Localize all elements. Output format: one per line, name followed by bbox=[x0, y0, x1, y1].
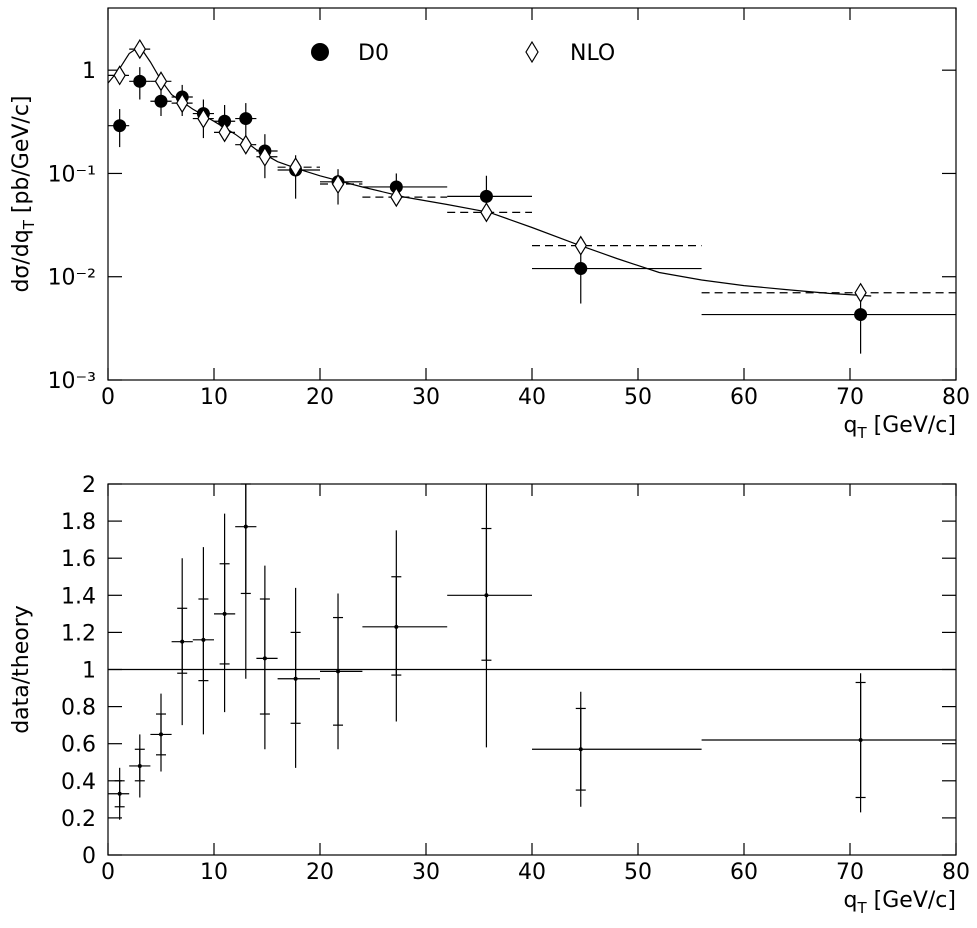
y-tick-label: 2 bbox=[82, 473, 96, 498]
y-tick-label: 1 bbox=[82, 659, 96, 684]
legend-marker bbox=[311, 43, 329, 61]
data-point bbox=[154, 94, 168, 108]
y-tick-label: 1 bbox=[82, 59, 96, 84]
axis-label-part: dσ/dq bbox=[9, 229, 34, 292]
axis-label: qT [GeV/c] bbox=[844, 888, 956, 917]
data-point bbox=[390, 186, 403, 208]
data-point bbox=[858, 737, 863, 742]
data-point bbox=[137, 763, 142, 768]
data-point bbox=[175, 92, 189, 114]
x-tick-label: 60 bbox=[730, 385, 758, 410]
data-point bbox=[389, 180, 403, 194]
data-point bbox=[180, 639, 185, 644]
data-point bbox=[239, 134, 253, 155]
y-tick-label: 1.4 bbox=[61, 584, 96, 609]
y-tick-label: 0 bbox=[82, 844, 96, 869]
data-point bbox=[289, 157, 302, 178]
data-point bbox=[113, 65, 126, 86]
data-point bbox=[578, 747, 583, 752]
x-tick-label: 0 bbox=[101, 860, 115, 885]
x-tick-label: 50 bbox=[624, 385, 652, 410]
x-tick-label: 30 bbox=[412, 385, 440, 410]
data-point bbox=[293, 676, 298, 681]
data-point bbox=[574, 262, 588, 276]
axis-label-subscript: T bbox=[857, 424, 868, 442]
axis-label-subscript: T bbox=[20, 219, 38, 230]
data-point bbox=[113, 119, 127, 133]
data-point bbox=[479, 189, 493, 203]
y-tick-label: 1.6 bbox=[61, 547, 96, 572]
data-point bbox=[331, 173, 345, 195]
x-tick-label: 50 bbox=[624, 860, 652, 885]
legend-marker bbox=[525, 40, 539, 64]
data-point bbox=[222, 611, 227, 616]
data-point bbox=[262, 656, 267, 661]
y-tick-label: 10⁻³ bbox=[48, 369, 96, 394]
data-point bbox=[336, 669, 341, 674]
x-tick-label: 60 bbox=[730, 860, 758, 885]
axis-label-part: [GeV/c] bbox=[867, 413, 956, 438]
x-tick-label: 80 bbox=[942, 860, 970, 885]
y-tick-label: 0.8 bbox=[61, 696, 96, 721]
plot-frame bbox=[107, 7, 957, 381]
x-tick-label: 10 bbox=[200, 860, 228, 885]
data-point bbox=[239, 112, 253, 126]
x-tick-label: 70 bbox=[836, 860, 864, 885]
data-point bbox=[159, 732, 163, 737]
data-point bbox=[854, 282, 867, 303]
axis-label-part: data/theory bbox=[9, 605, 34, 734]
y-tick-label: 0.4 bbox=[61, 770, 96, 795]
x-tick-label: 30 bbox=[412, 860, 440, 885]
y-tick-label: 10⁻² bbox=[48, 266, 96, 291]
axis-label-part: [pb/GeV/c] bbox=[9, 95, 34, 220]
data-point bbox=[201, 637, 206, 642]
y-tick-label: 0.2 bbox=[61, 807, 96, 832]
data-point bbox=[133, 74, 147, 88]
x-tick-label: 80 bbox=[942, 385, 970, 410]
x-tick-label: 20 bbox=[306, 385, 334, 410]
data-point bbox=[574, 235, 587, 256]
data-point bbox=[243, 524, 248, 529]
axis-label: qT [GeV/c] bbox=[844, 413, 956, 442]
data-point bbox=[854, 308, 868, 322]
x-tick-label: 40 bbox=[518, 860, 546, 885]
y-tick-label: 0.6 bbox=[61, 733, 96, 758]
x-tick-label: 0 bbox=[101, 385, 115, 410]
data-point bbox=[117, 791, 122, 796]
axis-label-subscript: T bbox=[857, 899, 868, 917]
axis-label-part: q bbox=[844, 888, 858, 913]
x-tick-label: 20 bbox=[306, 860, 334, 885]
axis-label-part: q bbox=[844, 413, 858, 438]
axis-label-part: [GeV/c] bbox=[867, 888, 956, 913]
data-point bbox=[484, 593, 489, 598]
x-tick-label: 40 bbox=[518, 385, 546, 410]
data-point bbox=[218, 114, 232, 128]
data-point bbox=[258, 146, 272, 167]
data-point bbox=[197, 108, 210, 129]
axis-label: data/theory bbox=[9, 605, 34, 734]
data-point bbox=[133, 38, 147, 60]
y-tick-label: 10⁻¹ bbox=[48, 162, 96, 187]
legend-label: D0 bbox=[358, 41, 389, 66]
data-point bbox=[154, 71, 168, 92]
x-tick-label: 10 bbox=[200, 385, 228, 410]
data-point bbox=[218, 122, 231, 143]
theory-curve bbox=[107, 45, 872, 297]
data-point bbox=[394, 624, 399, 629]
legend-label: NLO bbox=[570, 41, 615, 66]
y-tick-label: 1.8 bbox=[61, 510, 96, 535]
axis-label: dσ/dqT [pb/GeV/c] bbox=[9, 95, 38, 292]
y-tick-label: 1.2 bbox=[61, 621, 96, 646]
data-point bbox=[480, 202, 493, 223]
x-tick-label: 70 bbox=[836, 385, 864, 410]
